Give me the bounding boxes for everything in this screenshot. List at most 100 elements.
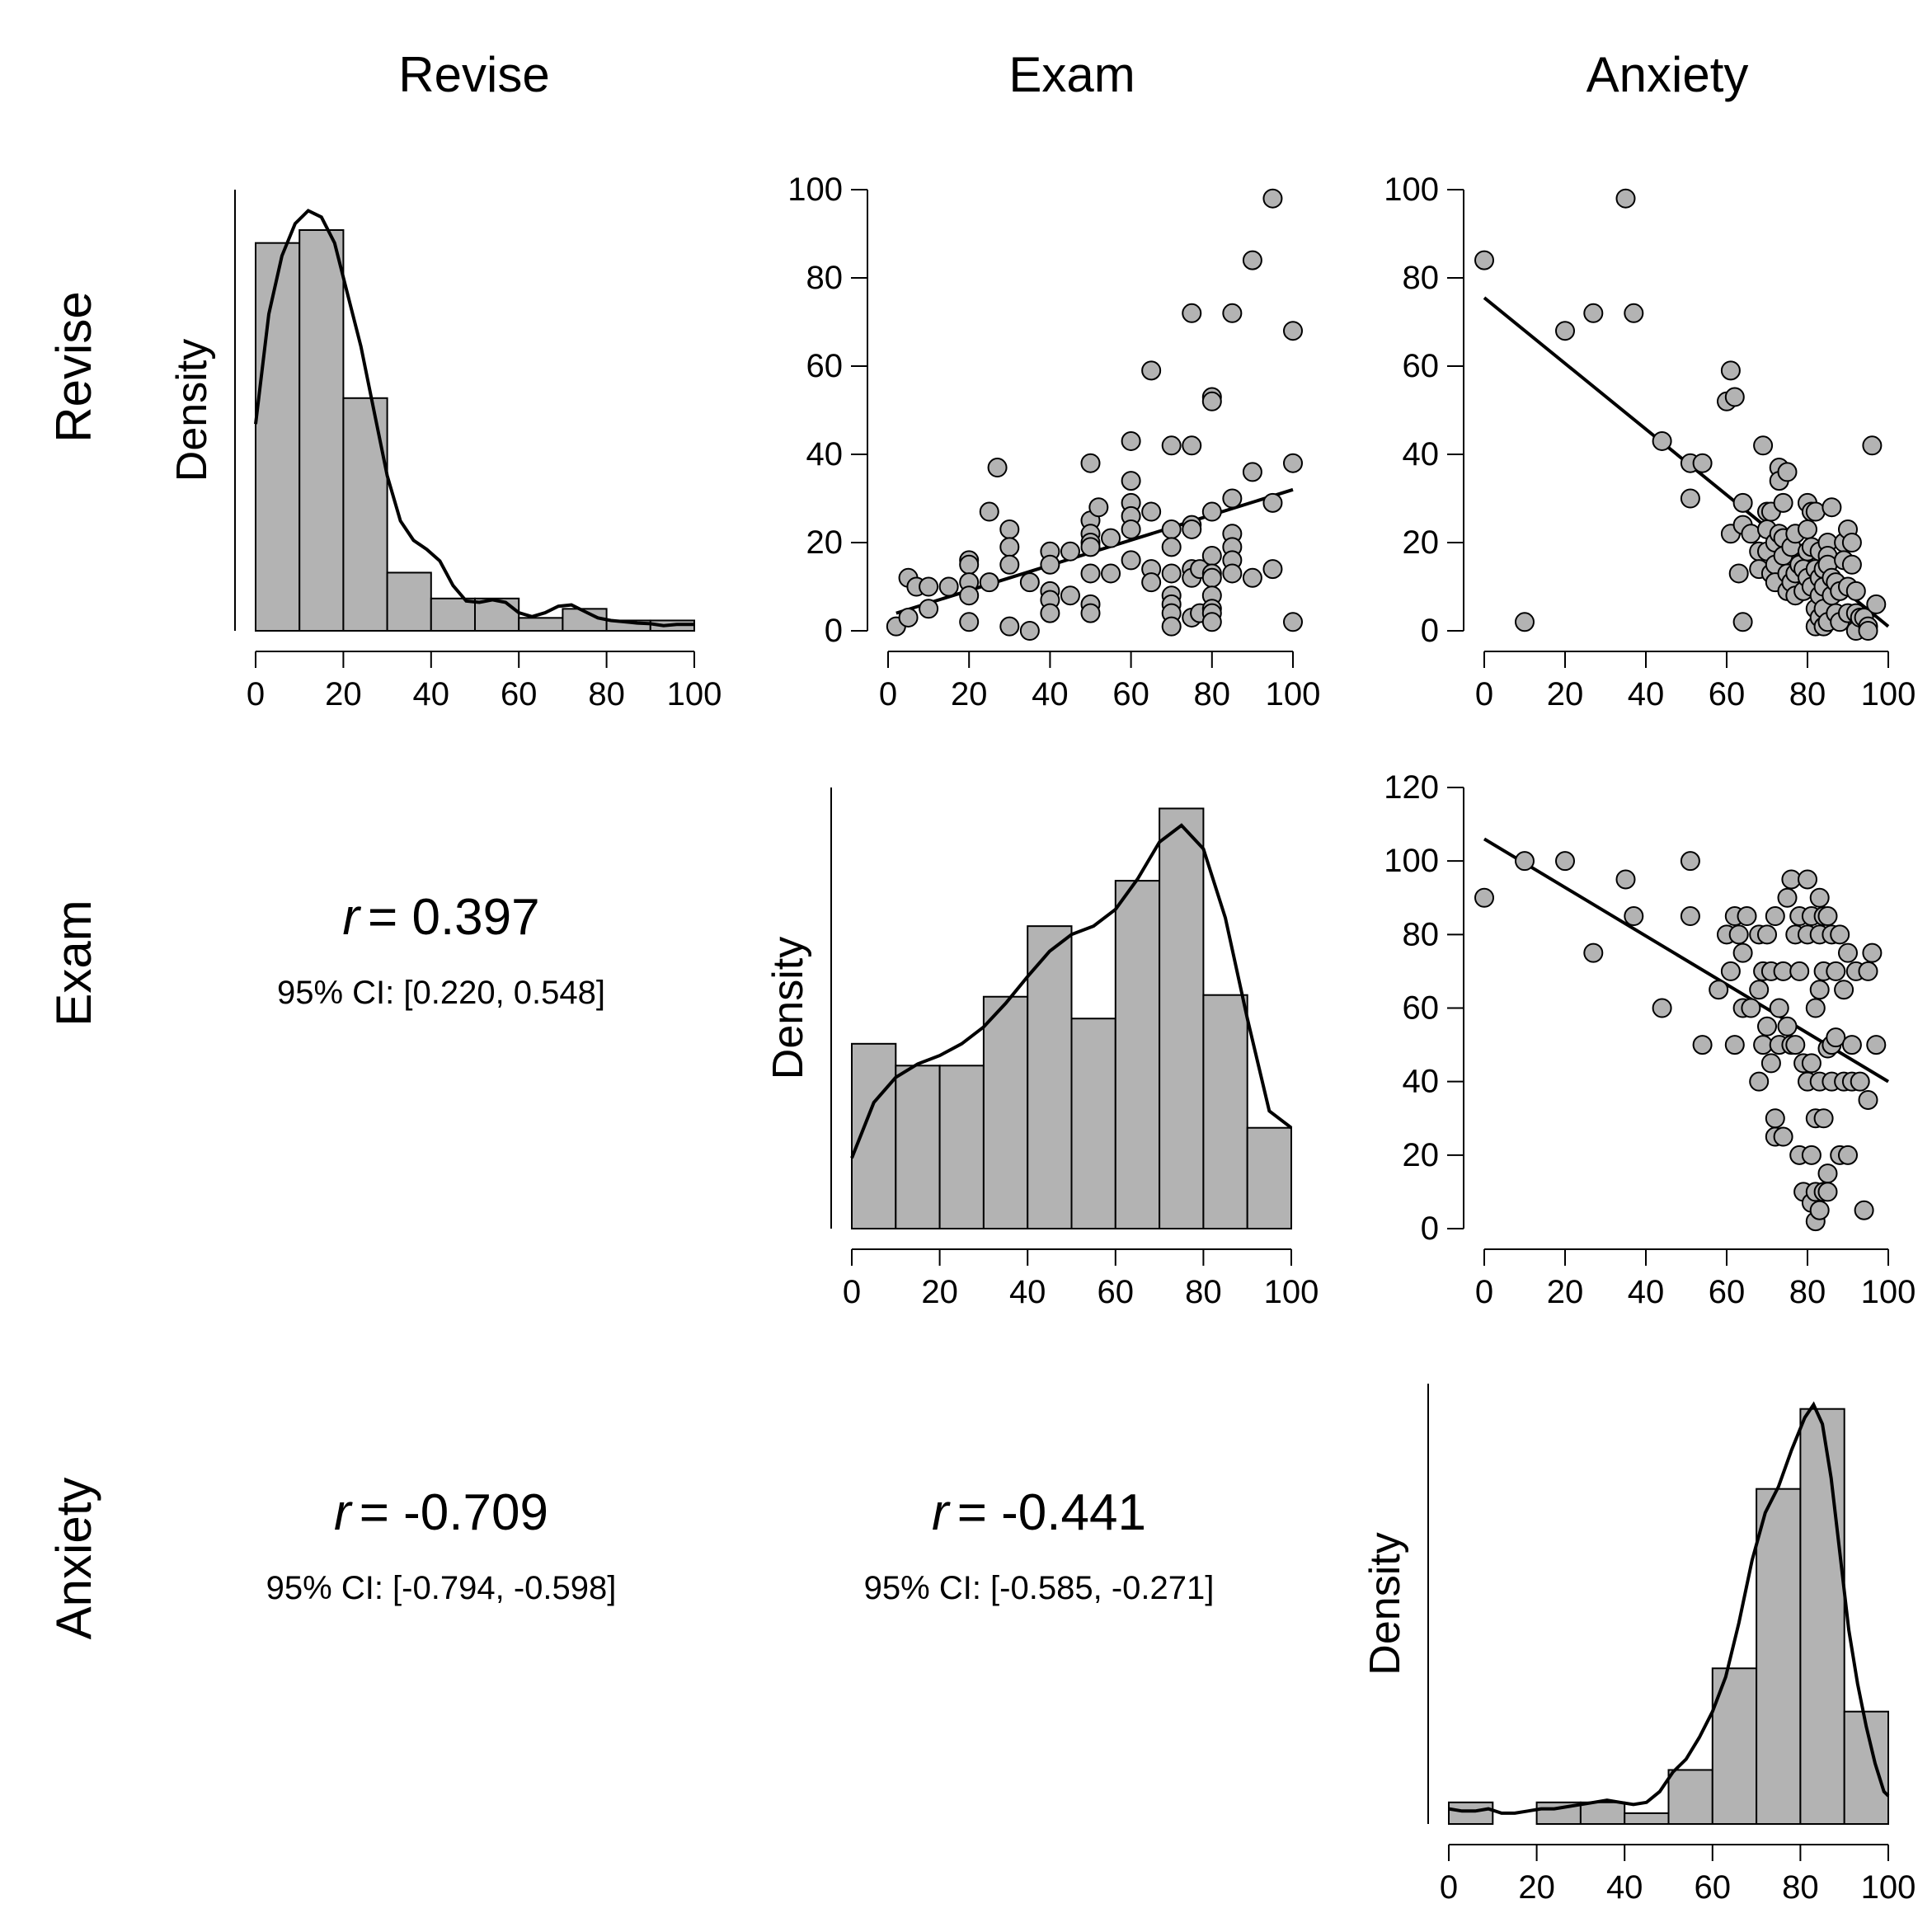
density-curve (1448, 1401, 1890, 1815)
histogram-anxiety: Density 0 20 40 60 80 100 (1361, 1384, 1916, 1906)
x-tick-label: 60 (1098, 1274, 1135, 1310)
correlation-cell-anxiety-exam: r = -0.441 95% CI: [-0.585, -0.271] (864, 1484, 1215, 1606)
scatter-point (1709, 980, 1729, 1000)
scatter-point (1728, 924, 1749, 945)
scatter-point (1838, 1145, 1858, 1165)
scatter-point (1080, 603, 1101, 623)
scatter-point (1652, 998, 1672, 1018)
scatter-point (1777, 887, 1798, 908)
scatter-point (1765, 1108, 1785, 1129)
x-tick-label: 20 (325, 676, 362, 712)
scatter-point (1121, 471, 1141, 491)
y-tick-label: 40 (1403, 436, 1440, 472)
scatter-point (1555, 321, 1575, 341)
scatter-point (1680, 851, 1700, 872)
scatter-point (1858, 621, 1878, 641)
correlation-cell-anxiety-revise: r = -0.709 95% CI: [-0.794, -0.598] (266, 1484, 617, 1606)
scatter-point (999, 537, 1020, 557)
scatter-point (1720, 961, 1741, 981)
scatter-point (1749, 1071, 1770, 1092)
y-tick-label: 120 (1384, 769, 1439, 806)
scatter-point (1615, 869, 1636, 890)
scatter-point (1583, 942, 1604, 963)
scatter-point (1121, 519, 1141, 539)
scatter-point (1809, 980, 1830, 1000)
histogram-bar (895, 1065, 941, 1230)
scatter-point (1080, 453, 1101, 473)
density-curve (850, 823, 1293, 1159)
scatter-point (1283, 321, 1303, 341)
y-tick-label: 100 (1384, 172, 1439, 208)
x-tick-label: 40 (1628, 676, 1665, 712)
scatter-point (1789, 961, 1810, 981)
scatter-point (1262, 492, 1283, 513)
scatter-point (999, 519, 1020, 539)
scatter-point (1201, 612, 1222, 632)
scatter-point (1773, 1126, 1793, 1147)
r-value: = -0.441 (957, 1484, 1146, 1541)
y-axis-title: Density (1361, 1532, 1409, 1675)
x-tick-label: 40 (1628, 1274, 1665, 1310)
y-tick-label: 80 (1403, 260, 1440, 296)
x-tick-label: 100 (667, 676, 722, 712)
histogram-revise: Density 0 20 40 60 80 100 (168, 190, 722, 712)
y-tick-label: 20 (1403, 1137, 1440, 1173)
scatter-point (1161, 563, 1182, 584)
scatter-point (1201, 546, 1222, 566)
scatter-point (1161, 616, 1182, 637)
scatter-point (1845, 581, 1866, 601)
x-tick-label: 60 (1709, 676, 1746, 712)
scatter-point (1222, 563, 1243, 584)
r-symbol: r (932, 1484, 951, 1541)
scatter-point (1850, 1071, 1870, 1092)
histogram-bar (1159, 807, 1205, 1229)
histogram-bar (1202, 994, 1248, 1229)
x-tick-label: 80 (1789, 676, 1826, 712)
scatter-point (959, 585, 980, 606)
scatter-point (1813, 1108, 1834, 1129)
y-tick-label: 40 (1403, 1064, 1440, 1100)
histogram-bar (851, 1042, 897, 1230)
scatter-point (1753, 435, 1774, 456)
scatter-point (1858, 1089, 1878, 1110)
scatter-point (1141, 360, 1162, 381)
scatter-point (1826, 1027, 1846, 1048)
scatter-point (1161, 519, 1182, 539)
scatter-point (1242, 567, 1262, 588)
x-tick-label: 60 (501, 676, 538, 712)
x-tick-label: 80 (1782, 1869, 1819, 1906)
scatter-point (987, 458, 1008, 478)
x-tick-label: 20 (921, 1274, 958, 1310)
scatter-point (1019, 621, 1040, 641)
scatter-point (1080, 563, 1101, 584)
x-tick-label: 40 (1009, 1274, 1046, 1310)
x-tick-label: 40 (1606, 1869, 1643, 1906)
scatter-point (979, 501, 999, 522)
scatter-point (1741, 998, 1761, 1018)
x-tick-label: 20 (1518, 1869, 1555, 1906)
scatter-point (1182, 303, 1202, 323)
scatter-point (1732, 492, 1753, 513)
scatter-point (1262, 559, 1283, 580)
x-tick-label: 60 (1695, 1869, 1732, 1906)
row-label-anxiety: Anxiety (46, 1478, 101, 1640)
scatter-point (959, 612, 980, 632)
scatter-point (1798, 869, 1817, 890)
histogram-bar (1624, 1812, 1670, 1826)
row-label-exam: Exam (46, 900, 101, 1026)
scatter-point (1732, 612, 1753, 632)
y-tick-label: 20 (1403, 524, 1440, 561)
x-tick-label: 0 (1475, 676, 1493, 712)
correlation-ci: 95% CI: [-0.585, -0.271] (864, 1570, 1215, 1606)
r-value: = -0.709 (360, 1484, 548, 1541)
scatter-point (1720, 360, 1741, 381)
scatter-point (1515, 851, 1535, 872)
y-tick-label: 100 (787, 172, 843, 208)
x-tick-label: 0 (1475, 1274, 1493, 1310)
scatter-point (1080, 537, 1101, 557)
scatter-point (1805, 501, 1826, 522)
scatter-point (1760, 1053, 1781, 1074)
correlation-ci: 95% CI: [0.220, 0.548] (277, 975, 605, 1011)
scatter-point (1749, 980, 1770, 1000)
